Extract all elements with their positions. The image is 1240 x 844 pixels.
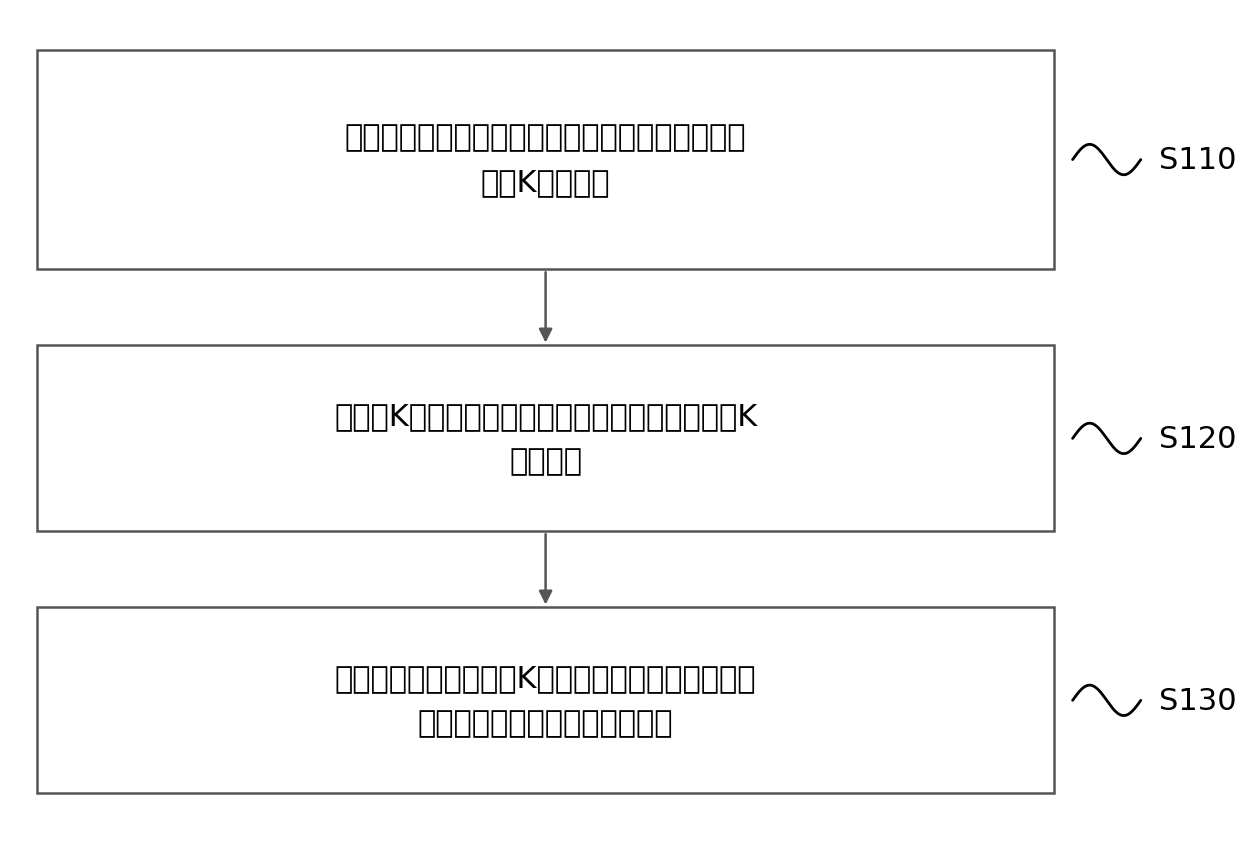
Text: 获取目标对象的预设通道数的径向黄金角采样的磁
共振K空间数据: 获取目标对象的预设通道数的径向黄金角采样的磁 共振K空间数据: [345, 123, 746, 197]
Bar: [37, 608, 1054, 793]
Text: S130: S130: [1159, 686, 1238, 715]
Text: 对所述K空间数据进行重排列得到预设帧数欠采样K
空间数据: 对所述K空间数据进行重排列得到预设帧数欠采样K 空间数据: [334, 402, 758, 476]
Bar: [37, 346, 1054, 532]
Bar: [37, 51, 1054, 270]
Text: S120: S120: [1159, 425, 1238, 453]
Text: 将所述预设帧数欠采样K空间数据同时输入至交叉域
图像重建网络，以获取目标图像: 将所述预设帧数欠采样K空间数据同时输入至交叉域 图像重建网络，以获取目标图像: [335, 663, 756, 738]
Text: S110: S110: [1159, 146, 1238, 175]
